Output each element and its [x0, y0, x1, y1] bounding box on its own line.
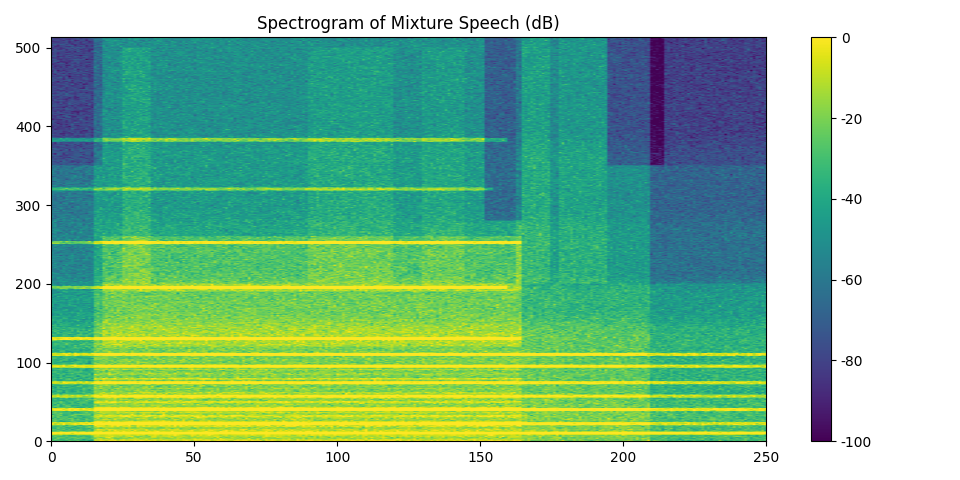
Title: Spectrogram of Mixture Speech (dB): Spectrogram of Mixture Speech (dB) — [257, 15, 560, 33]
